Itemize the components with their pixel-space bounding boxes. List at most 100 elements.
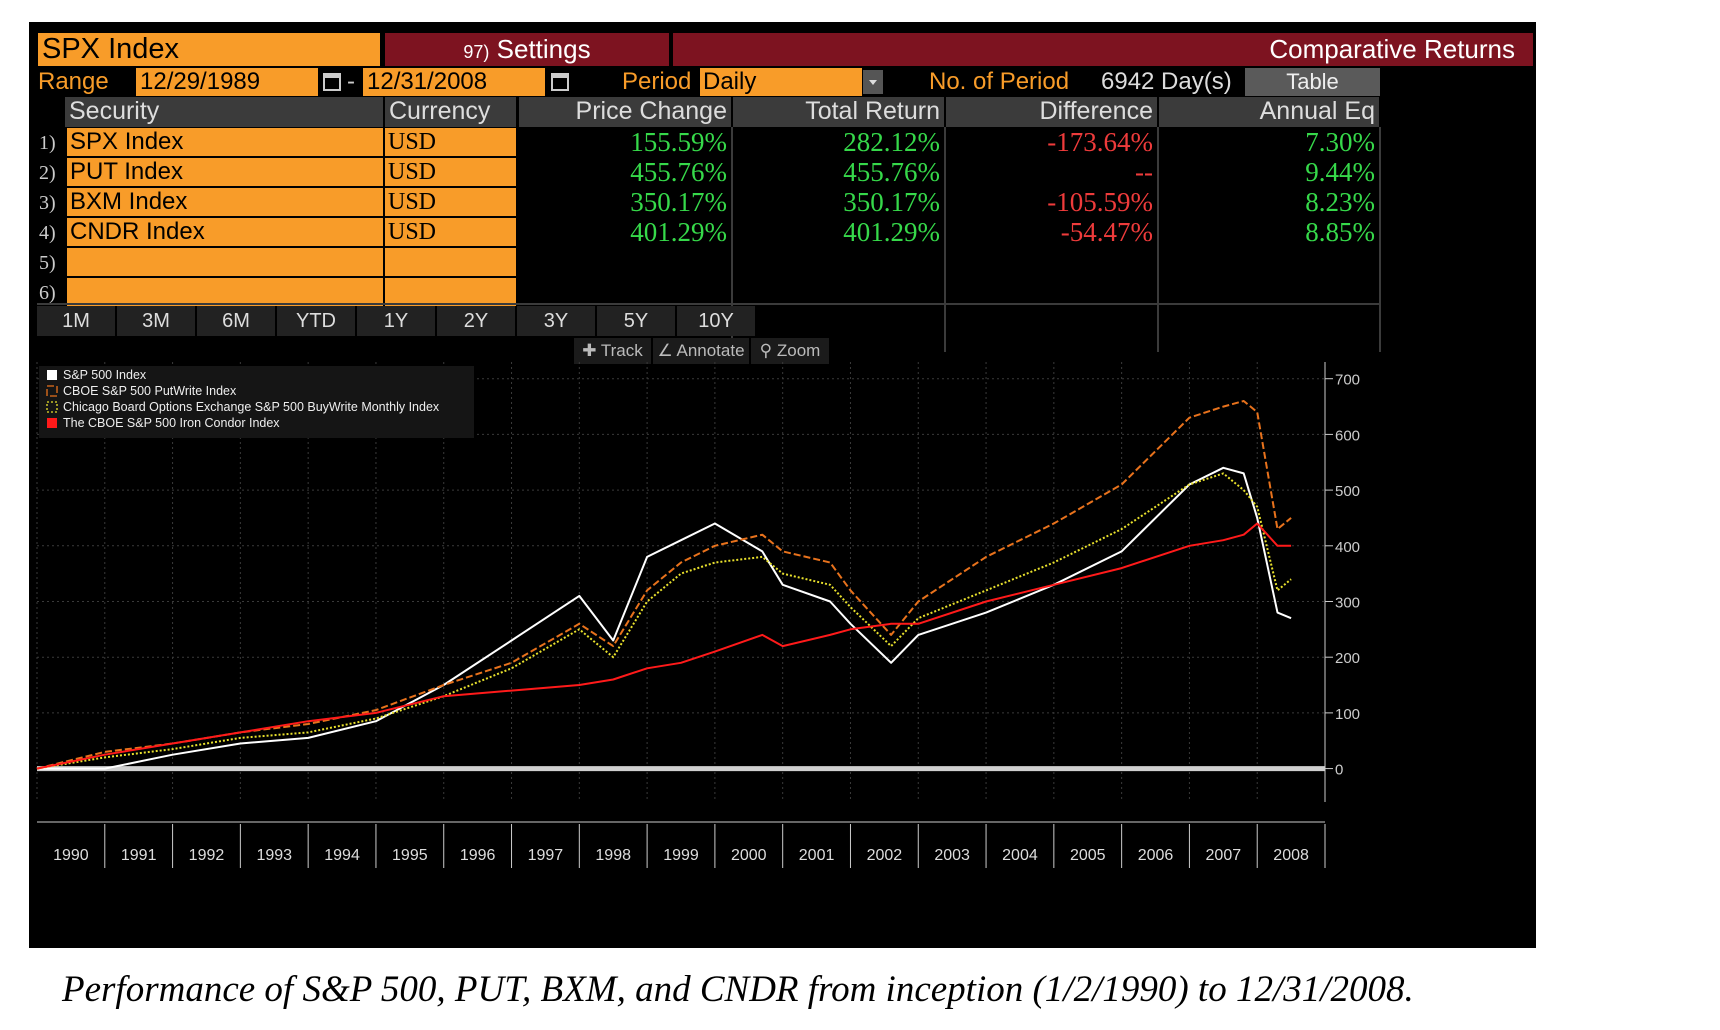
difference-cell: -173.64%	[1047, 127, 1153, 157]
period-label: Period	[622, 68, 692, 95]
function-title: Comparative Returns	[673, 33, 1533, 66]
security-input[interactable]: SPX Index	[67, 128, 383, 156]
x-tick-label: 1999	[663, 847, 699, 864]
x-tick-label: 2006	[1138, 847, 1174, 864]
end-date-input[interactable]: 12/31/2008	[363, 68, 545, 96]
timeframe-button-2y[interactable]: 2Y	[437, 306, 515, 336]
security-input[interactable]: BXM Index	[67, 188, 383, 216]
table-bottom-border	[37, 303, 1381, 305]
row-number[interactable]: 1)	[39, 132, 56, 154]
legend-entry: S&P 500 Index	[63, 368, 147, 382]
x-tick-label: 1997	[528, 847, 564, 864]
timeframe-button-1m[interactable]: 1M	[37, 306, 115, 336]
col-header-security: Security	[65, 97, 383, 127]
range-dash: -	[347, 68, 355, 95]
timeframe-button-3y[interactable]: 3Y	[517, 306, 595, 336]
total-return-cell: 401.29%	[843, 217, 940, 247]
col-header-difference: Difference	[946, 97, 1157, 127]
y-tick-label: 300	[1335, 594, 1360, 611]
range-label: Range	[38, 68, 109, 95]
settings-label: Settings	[496, 34, 591, 64]
x-tick-label: 1995	[392, 847, 428, 864]
annual-eq-cell	[1159, 247, 1379, 277]
x-tick-label: 1991	[121, 847, 157, 864]
timeframe-button-10y[interactable]: 10Y	[677, 306, 755, 336]
period-select[interactable]: Daily	[700, 68, 862, 96]
row-number[interactable]: 4)	[39, 222, 56, 244]
price-change-cell: 455.76%	[630, 157, 727, 187]
difference-cell: --	[1135, 157, 1153, 187]
timeframe-button-5y[interactable]: 5Y	[597, 306, 675, 336]
col-header-total-return: Total Return	[733, 97, 944, 127]
total-return-cell: 282.12%	[843, 127, 940, 157]
security-input[interactable]: CNDR Index	[67, 218, 383, 246]
ticker-field[interactable]: SPX Index	[38, 33, 380, 66]
x-tick-label: 2001	[799, 847, 835, 864]
x-tick-label: 2008	[1273, 847, 1309, 864]
annotate-button[interactable]: ∠ Annotate	[653, 338, 749, 364]
x-tick-label: 1990	[53, 847, 89, 864]
currency-cell[interactable]: USD	[385, 218, 516, 246]
col-header-annual-eq: Annual Eq	[1159, 97, 1379, 127]
currency-cell[interactable]: USD	[385, 128, 516, 156]
security-input[interactable]	[67, 278, 383, 306]
y-tick-label: 0	[1335, 762, 1343, 779]
y-tick-label: 200	[1335, 650, 1360, 667]
calendar-icon[interactable]	[549, 70, 571, 94]
x-tick-label: 2004	[1002, 847, 1038, 864]
column-divider	[1157, 127, 1159, 352]
x-tick-label: 2007	[1206, 847, 1242, 864]
currency-cell[interactable]	[385, 248, 516, 276]
pencil-icon: ∠	[657, 341, 673, 360]
comparative-returns-chart[interactable]: 0 100 200 300 400 500 600 700 1990 1991 1992 1993 19…	[29, 362, 1536, 948]
series-line	[36, 472, 1292, 770]
price-change-cell: 401.29%	[630, 217, 727, 247]
x-tick-label: 1994	[324, 847, 360, 864]
start-date-input[interactable]: 12/29/1989	[136, 68, 318, 96]
annual-eq-cell: 8.85%	[1305, 217, 1375, 247]
legend-swatch	[46, 385, 58, 397]
x-tick-label: 1996	[460, 847, 496, 864]
x-tick-label: 2003	[934, 847, 970, 864]
total-return-cell: 455.76%	[843, 157, 940, 187]
row-number[interactable]: 3)	[39, 192, 56, 214]
security-input[interactable]	[67, 248, 383, 276]
total-return-cell	[733, 247, 944, 277]
currency-cell[interactable]	[385, 278, 516, 306]
table-button[interactable]: Table	[1245, 68, 1380, 96]
settings-button[interactable]: 97) Settings	[385, 33, 669, 66]
row-number[interactable]: 6)	[39, 282, 56, 304]
track-button[interactable]: ✚ Track	[574, 338, 651, 364]
timeframe-button-3m[interactable]: 3M	[117, 306, 195, 336]
price-change-cell: 350.17%	[630, 187, 727, 217]
row-number[interactable]: 5)	[39, 252, 56, 274]
crosshair-icon: ✚	[582, 341, 597, 360]
legend-swatch	[46, 401, 58, 413]
difference-cell: -54.47%	[1060, 217, 1153, 247]
calendar-icon[interactable]	[321, 70, 343, 94]
zoom-button[interactable]: ⚲ Zoom	[751, 338, 829, 364]
timeframe-button-6m[interactable]: 6M	[197, 306, 275, 336]
y-tick-label: 400	[1335, 539, 1360, 556]
col-header-currency: Currency	[385, 97, 516, 127]
security-input[interactable]: PUT Index	[67, 158, 383, 186]
row-number[interactable]: 2)	[39, 162, 56, 184]
difference-cell	[946, 247, 1157, 277]
currency-cell[interactable]: USD	[385, 188, 516, 216]
y-tick-label: 700	[1335, 372, 1360, 389]
timeframe-button-ytd[interactable]: YTD	[277, 306, 355, 336]
currency-cell[interactable]: USD	[385, 158, 516, 186]
series-line	[37, 466, 1292, 770]
track-label: Track	[600, 341, 643, 360]
num-period-label: No. of Period	[929, 68, 1070, 95]
total-return-cell: 350.17%	[843, 187, 940, 217]
difference-cell: -105.59%	[1047, 187, 1153, 217]
annual-eq-cell: 8.23%	[1305, 187, 1375, 217]
legend-entry: CBOE S&P 500 PutWrite Index	[63, 384, 237, 398]
y-tick-label: 600	[1335, 427, 1360, 444]
x-tick-label: 2005	[1070, 847, 1106, 864]
settings-number: 97)	[463, 42, 490, 62]
timeframe-button-1y[interactable]: 1Y	[357, 306, 435, 336]
chevron-down-icon[interactable]	[863, 70, 883, 94]
col-header-price-change: Price Change	[519, 97, 731, 127]
